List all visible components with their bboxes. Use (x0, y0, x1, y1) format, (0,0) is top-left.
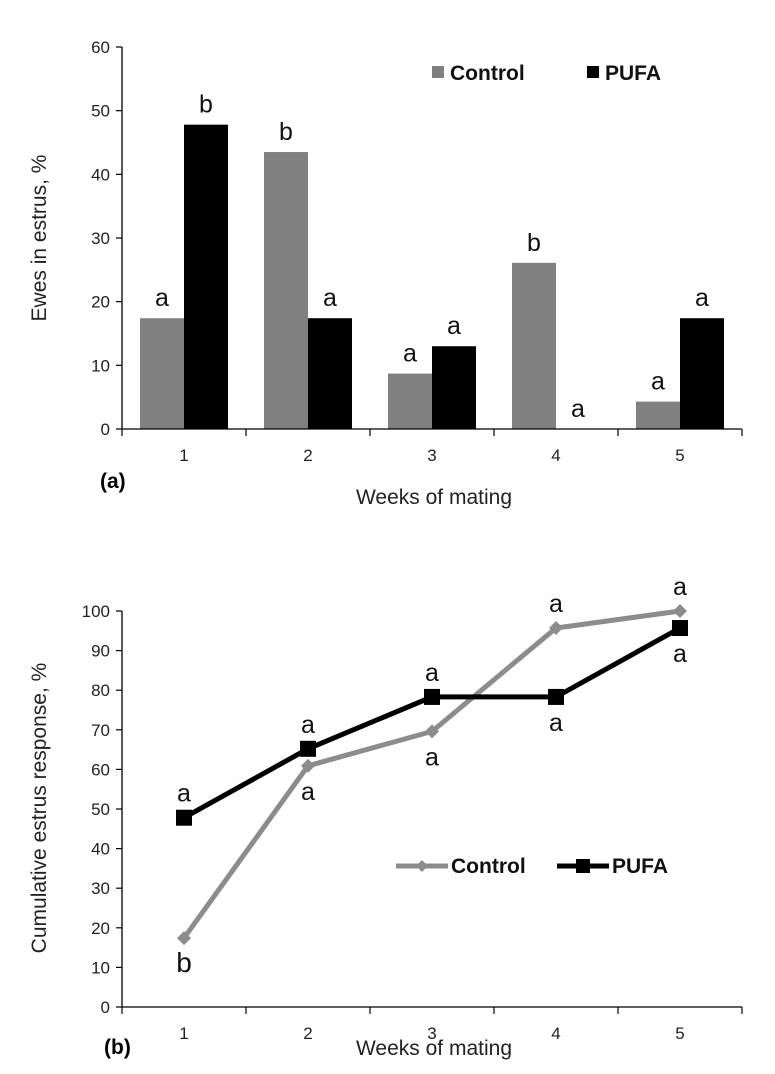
chart-a-y-axis-label: Ewes in estrus, % (28, 155, 51, 322)
chart-a-legend: Control PUFA (432, 62, 661, 85)
chart-b-sig-letter-pufa: a (301, 711, 315, 739)
chart-a-sig-letter-pufa: a (447, 312, 461, 340)
chart-a-sig-letter-control: b (279, 118, 293, 146)
chart-a-sig-letter-pufa: a (323, 284, 337, 312)
chart-b-x-tick-label: 3 (427, 1024, 436, 1043)
chart-b-legend-marker-pufa (576, 859, 590, 873)
chart-b-sig-letter-control: a (301, 778, 315, 806)
chart-a-y-tick-label: 50 (91, 102, 110, 121)
chart-a-bars (140, 124, 724, 430)
chart-b-x-tick-label: 4 (551, 1024, 560, 1043)
chart-b-x-axis-label: Weeks of mating (356, 1037, 512, 1060)
chart-b-x-tick-label: 2 (303, 1024, 312, 1043)
chart-a-legend-label-pufa: PUFA (605, 62, 661, 85)
chart-b-point-pufa (300, 740, 316, 757)
chart-b-legend-label-control: Control (451, 855, 526, 878)
chart-b-point-control (177, 931, 191, 946)
chart-b-sig-letter-control: b (176, 947, 192, 978)
chart-a-y-tick-label: 10 (91, 356, 110, 375)
chart-a-x-axis: 1 2 3 4 5 (121, 429, 743, 465)
chart-b-legend: Control PUFA (396, 855, 668, 878)
chart-b-y-tick-label: 40 (91, 840, 110, 859)
chart-b-point-pufa (176, 809, 192, 826)
chart-b-y-tick-label: 100 (82, 602, 110, 621)
chart-a-sig-letter-control: a (403, 340, 417, 368)
chart-b-y-tick-label: 20 (91, 919, 110, 938)
chart-a-bar-control (264, 152, 308, 430)
chart-b-point-pufa (548, 688, 564, 705)
chart-b-point-pufa (672, 620, 688, 637)
chart-a-bar-pufa (432, 346, 476, 429)
chart-b-y-axis-label: Cumulative estrus response, % (28, 663, 51, 954)
chart-b-sig-letter-control: a (549, 590, 563, 618)
chart-b-x-tick-label: 5 (675, 1024, 684, 1043)
chart-a-bar-pufa (680, 318, 724, 429)
chart-b-point-control (673, 604, 687, 618)
chart-a-y-tick-label: 60 (91, 38, 110, 57)
chart-a-sig-letter-pufa: a (571, 395, 585, 423)
chart-b-sig-letter-control: a (673, 573, 687, 601)
chart-b-point-pufa (424, 688, 440, 705)
chart-b-sig-letter-pufa: a (177, 780, 191, 808)
chart-a-sig-letter-control: b (527, 229, 541, 257)
chart-b-sig-letter-control: a (425, 743, 439, 771)
chart-b-y-tick-label: 80 (91, 681, 110, 700)
chart-b-markers (176, 604, 688, 946)
chart-b-y-tick-label: 10 (91, 958, 110, 977)
chart-a-sig-letter-pufa: a (695, 284, 709, 312)
chart-a-x-tick-label: 1 (179, 446, 188, 465)
chart-a-x-tick-label: 3 (427, 446, 436, 465)
chart-b-sig-letter-pufa: a (673, 640, 687, 668)
chart-b-y-tick-label: 50 (91, 800, 110, 819)
chart-a-bar-pufa (184, 124, 228, 429)
chart-b-legend-marker-control (416, 860, 428, 872)
chart-a-sig-letter-control: a (155, 284, 169, 312)
chart-b-sig-letter-pufa: a (425, 659, 439, 687)
chart-b-significance-letters: b a a a a a a a a a (176, 573, 687, 978)
chart-a: 0 10 20 30 40 50 60 a b a b a b a a a a 1 2 3 4 5 Ewes in e… (28, 38, 743, 509)
chart-a-bar-control (388, 373, 432, 429)
chart-b-sig-letter-pufa: a (549, 709, 563, 737)
chart-a-sig-letter-control: a (651, 368, 665, 396)
chart-b-point-control (549, 621, 563, 636)
chart-a-y-tick-label: 0 (101, 420, 110, 439)
chart-a-legend-label-control: Control (450, 62, 525, 85)
chart-b-y-tick-label: 60 (91, 760, 110, 779)
chart-b-point-control (301, 758, 315, 773)
chart-b-y-tick-label: 70 (91, 721, 110, 740)
chart-a-x-tick-label: 5 (675, 446, 684, 465)
chart-a-significance-letters: a b a b a b a a a a (155, 91, 709, 423)
chart-b-y-tick-label: 0 (101, 998, 110, 1017)
chart-a-bar-pufa (308, 318, 352, 429)
chart-b-line-pufa (182, 625, 682, 820)
chart-b-point-control (425, 724, 439, 739)
chart-a-bar-control (140, 318, 184, 429)
chart-b-y-axis: 0 10 20 30 40 50 60 70 80 90 100 (82, 602, 122, 1017)
chart-b-x-axis: 1 2 3 4 5 (121, 1007, 743, 1043)
chart-a-x-axis-label: Weeks of mating (356, 486, 512, 509)
chart-a-bar-control (636, 401, 680, 429)
chart-a-x-tick-label: 2 (303, 446, 312, 465)
chart-a-y-tick-label: 30 (91, 229, 110, 248)
chart-a-x-tick-label: 4 (551, 446, 560, 465)
chart-a-panel-label: (a) (100, 470, 126, 493)
chart-b-legend-label-pufa: PUFA (612, 855, 668, 878)
chart-a-legend-swatch-pufa (587, 66, 599, 78)
chart-a-legend-swatch-control (432, 66, 444, 78)
chart-b-panel-label: (b) (104, 1036, 131, 1059)
chart-b-y-tick-label: 30 (91, 879, 110, 898)
chart-a-bar-control (512, 262, 556, 429)
chart-a-y-tick-label: 40 (91, 165, 110, 184)
chart-b-y-tick-label: 90 (91, 642, 110, 661)
chart-a-sig-letter-pufa: b (199, 91, 213, 119)
chart-b-x-tick-label: 1 (179, 1024, 188, 1043)
chart-a-y-tick-label: 20 (91, 293, 110, 312)
chart-a-y-axis: 0 10 20 30 40 50 60 (91, 38, 122, 439)
